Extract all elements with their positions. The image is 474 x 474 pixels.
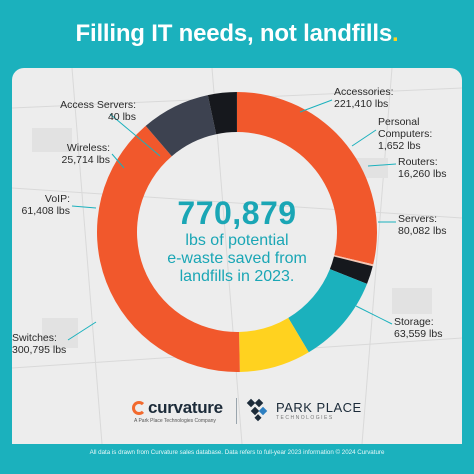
label-voip: VoIP: 61,408 lbs bbox=[16, 193, 70, 217]
total-value: 770,879 bbox=[177, 195, 297, 231]
label-routers: Routers: 16,260 lbs bbox=[398, 156, 446, 180]
slice-voip bbox=[145, 95, 217, 157]
page-header: Filling IT needs, not landfills. bbox=[0, 0, 474, 68]
caption-line-1: lbs of potential bbox=[185, 232, 289, 249]
logo-divider bbox=[236, 398, 237, 424]
page-title: Filling IT needs, not landfills bbox=[75, 20, 393, 47]
label-access-servers: Access Servers: 40 lbs bbox=[40, 99, 136, 123]
label-accessories-value: 221,410 lbs bbox=[334, 98, 389, 110]
curvature-tagline: A Park Place Technologies Company bbox=[134, 418, 216, 424]
label-wireless-name: Wireless: bbox=[66, 142, 110, 154]
caption-line-2: e-waste saved from bbox=[167, 250, 307, 267]
label-access-servers-name: Access Servers: bbox=[60, 99, 136, 111]
slice-routers bbox=[329, 256, 373, 284]
leader-routers bbox=[367, 163, 397, 167]
title-dot: . bbox=[392, 20, 399, 47]
label-routers-value: 16,260 lbs bbox=[398, 168, 447, 180]
label-voip-name: VoIP: bbox=[44, 193, 70, 205]
total-caption: lbs of potential e-waste saved from land… bbox=[150, 232, 324, 286]
label-switches-name: Switches: bbox=[12, 332, 57, 344]
label-storage: Storage: 63,559 lbs bbox=[394, 316, 442, 340]
leader-personal-computers bbox=[351, 129, 377, 147]
label-servers: Servers: 80,082 lbs bbox=[398, 213, 446, 237]
label-storage-value: 63,559 lbs bbox=[394, 328, 443, 340]
leader-switches bbox=[67, 321, 97, 341]
park-place-subtitle: TECHNOLOGIES bbox=[276, 414, 334, 421]
slice-servers bbox=[288, 269, 368, 353]
leader-access-servers bbox=[109, 113, 161, 157]
label-routers-name: Routers: bbox=[398, 156, 438, 168]
center-summary: 770,879 lbs of potential e-waste saved f… bbox=[150, 196, 324, 286]
curvature-logo: curvature A Park Place Technologies Comp… bbox=[132, 398, 223, 424]
park-place-logo: PARK PLACE TECHNOLOGIES bbox=[246, 398, 362, 422]
label-personal-computers: Personal Computers: 1,652 lbs bbox=[378, 116, 432, 152]
leader-storage bbox=[355, 305, 393, 325]
footer-disclaimer: All data is drawn from Curvature sales d… bbox=[89, 449, 385, 456]
label-accessories-name: Accessories: bbox=[334, 86, 394, 98]
label-wireless: Wireless: 25,714 lbs bbox=[30, 142, 110, 166]
park-place-wordmark: PARK PLACE bbox=[276, 399, 362, 415]
label-switches-value: 300,795 lbs bbox=[12, 344, 67, 356]
label-servers-value: 80,082 lbs bbox=[398, 225, 447, 237]
label-personal-value: 1,652 lbs bbox=[378, 140, 421, 152]
leader-wireless bbox=[111, 153, 125, 169]
label-storage-name: Storage: bbox=[394, 316, 434, 328]
label-personal-name-1: Personal bbox=[378, 116, 420, 128]
park-place-logo-icon bbox=[246, 398, 268, 422]
leader-voip bbox=[71, 205, 97, 209]
label-voip-value: 61,408 lbs bbox=[21, 205, 70, 217]
footer-bar bbox=[0, 444, 474, 474]
slice-storage bbox=[239, 317, 309, 372]
label-wireless-value: 25,714 lbs bbox=[61, 154, 110, 166]
label-personal-name-2: Computers: bbox=[378, 128, 433, 140]
slice-wireless bbox=[207, 92, 237, 135]
curvature-wordmark: curvature bbox=[148, 398, 223, 417]
label-access-servers-value: 40 lbs bbox=[107, 111, 136, 123]
label-servers-name: Servers: bbox=[398, 213, 438, 225]
curvature-logo-icon bbox=[132, 401, 146, 415]
caption-line-3: landfills in 2023. bbox=[179, 268, 295, 285]
slice-personal-computers bbox=[333, 255, 374, 267]
slice-switches bbox=[97, 125, 240, 372]
label-switches: Switches: 300,795 lbs bbox=[12, 332, 66, 356]
label-accessories: Accessories: 221,410 lbs bbox=[334, 86, 394, 110]
slice-accessories bbox=[237, 92, 377, 265]
leader-accessories bbox=[299, 99, 333, 113]
